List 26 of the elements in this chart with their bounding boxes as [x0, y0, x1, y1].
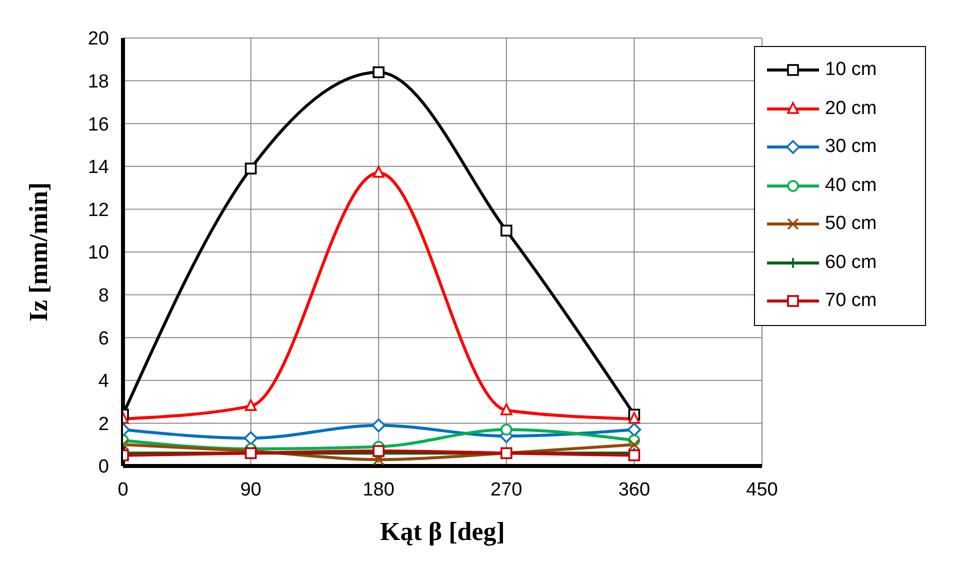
legend-label: 10 cm — [825, 59, 877, 82]
y-tick-label: 10 — [88, 242, 109, 264]
y-tick-label: 18 — [88, 72, 109, 93]
x-tick-label: 270 — [490, 479, 522, 500]
x-tick-label: 360 — [618, 479, 650, 500]
legend-label: 60 cm — [825, 252, 877, 274]
x-tick-label: 180 — [362, 479, 394, 500]
legend-label: 30 cm — [825, 136, 877, 158]
legend-label: 20 cm — [825, 98, 877, 120]
y-tick-label: 8 — [98, 286, 109, 307]
y-tick-label: 2 — [98, 414, 109, 435]
y-tick-label: 4 — [98, 371, 110, 392]
legend-label: 40 cm — [825, 174, 877, 197]
x-tick-label: 90 — [240, 479, 262, 500]
y-tick-label: 16 — [88, 114, 109, 136]
x-tick-label: 450 — [746, 479, 778, 500]
y-axis-title: Iz [mm/min] — [24, 182, 54, 322]
y-tick-label: 0 — [98, 456, 109, 478]
x-tick-label: 0 — [118, 479, 128, 500]
y-tick-label: 14 — [88, 157, 110, 178]
x-axis-title: Kąt β [deg] — [380, 517, 505, 546]
y-tick-label: 6 — [98, 328, 109, 350]
legend-label: 70 cm — [825, 290, 877, 312]
y-tick-label: 12 — [88, 200, 109, 221]
legend-label: 50 cm — [825, 213, 877, 236]
y-tick-label: 20 — [88, 28, 109, 50]
